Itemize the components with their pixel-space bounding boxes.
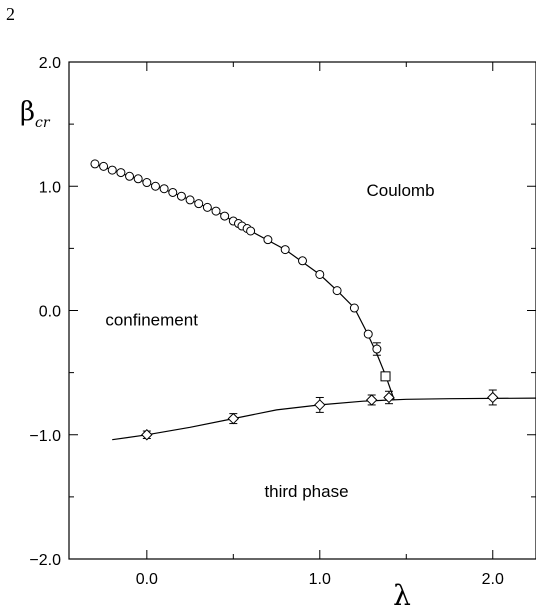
data-point-circle xyxy=(176,191,186,201)
data-point-circle xyxy=(194,199,204,209)
y-tick-label: −2.0 xyxy=(29,552,61,569)
data-point-circle xyxy=(142,178,152,188)
data-point-circle xyxy=(116,168,126,178)
data-point-circle xyxy=(99,161,109,171)
data-point-circle xyxy=(107,165,117,175)
region-label: Coulomb xyxy=(366,181,434,200)
data-point-circle xyxy=(363,329,373,339)
phase-boundary-curve-1 xyxy=(91,162,395,401)
y-axis-label-sub: cr xyxy=(35,115,51,131)
region-label: confinement xyxy=(105,310,198,329)
data-point-diamond xyxy=(227,412,240,425)
data-point-square xyxy=(380,371,391,382)
data-point-circle xyxy=(125,171,135,181)
y-tick-label: 0.0 xyxy=(39,304,61,321)
data-point-circle xyxy=(220,211,230,221)
page-number: 2 xyxy=(6,4,15,24)
x-axis-label: λ xyxy=(393,579,411,612)
data-point-circle xyxy=(202,202,212,212)
data-point-diamond xyxy=(383,391,395,404)
data-point-circle xyxy=(133,174,143,184)
phase-boundary-curve-2 xyxy=(112,397,536,441)
data-point-diamond xyxy=(141,429,153,441)
data-point-circle xyxy=(280,245,290,255)
data-point-circle xyxy=(372,344,382,354)
y-tick-label: 2.0 xyxy=(39,55,61,72)
x-tick-label: 1.0 xyxy=(309,571,331,588)
data-point-circle xyxy=(185,195,195,205)
x-tick-label: 0.0 xyxy=(136,571,158,588)
data-point-circle xyxy=(332,286,342,296)
y-tick-label: −1.0 xyxy=(29,428,61,445)
data-point-circle xyxy=(90,159,100,169)
x-tick-label: 2.0 xyxy=(482,571,504,588)
data-point-circle xyxy=(246,226,256,236)
data-point-circle xyxy=(150,181,160,191)
y-tick-label: 1.0 xyxy=(39,179,61,196)
data-point-circle xyxy=(263,235,273,245)
data-point-circle xyxy=(349,303,359,313)
region-label: third phase xyxy=(264,482,348,501)
data-point-circle xyxy=(168,187,178,197)
y-axis-label-main: β xyxy=(20,97,35,127)
data-point-diamond xyxy=(487,391,499,404)
data-point-circle xyxy=(159,184,169,194)
data-point-circle xyxy=(298,256,307,266)
data-point-diamond xyxy=(314,399,326,411)
data-point-circle xyxy=(315,269,325,279)
data-point-diamond xyxy=(365,394,378,406)
data-point-circle xyxy=(211,206,221,216)
